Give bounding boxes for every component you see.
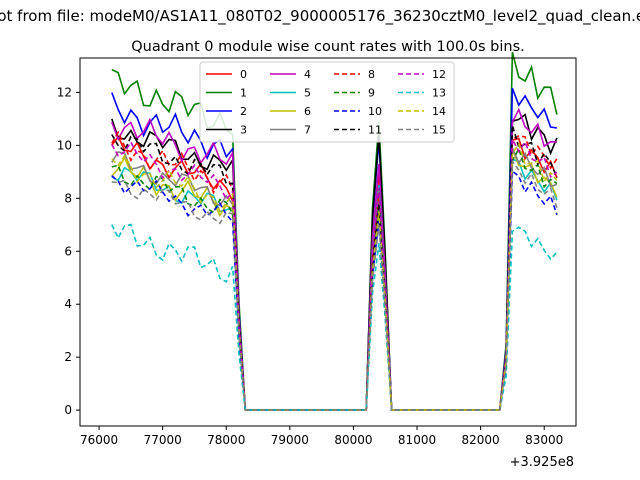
legend-label-0: 0 bbox=[240, 68, 247, 81]
legend-label-4: 4 bbox=[304, 68, 311, 81]
legend-label-8: 8 bbox=[368, 68, 375, 81]
legend-label-10: 10 bbox=[368, 105, 382, 118]
y-tick-label: 0 bbox=[64, 403, 72, 417]
y-tick-label: 12 bbox=[57, 85, 72, 99]
legend-label-7: 7 bbox=[304, 124, 311, 137]
y-tick-label: 6 bbox=[64, 244, 72, 258]
x-tick-label: 77000 bbox=[144, 433, 182, 447]
series-line-6 bbox=[111, 148, 558, 411]
legend-label-2: 2 bbox=[240, 105, 247, 118]
legend-label-12: 12 bbox=[432, 68, 446, 81]
x-tick-label: 78000 bbox=[207, 433, 245, 447]
x-offset-label: +3.925e8 bbox=[510, 455, 574, 470]
legend-label-5: 5 bbox=[304, 87, 311, 100]
x-axis: 76000 77000 78000 79000 80000 81000 82000 83000 bbox=[80, 426, 563, 447]
y-axis: 0 2 4 6 8 10 12 bbox=[57, 85, 80, 417]
x-tick-label: 79000 bbox=[271, 433, 309, 447]
series-line-0 bbox=[111, 135, 558, 411]
y-tick-label: 4 bbox=[64, 297, 72, 311]
x-tick-label: 82000 bbox=[462, 433, 500, 447]
series-line-9 bbox=[111, 146, 558, 411]
series-line-4 bbox=[111, 107, 557, 411]
legend-label-15: 15 bbox=[432, 124, 446, 137]
x-tick-label: 83000 bbox=[525, 433, 563, 447]
x-tick-label: 76000 bbox=[80, 433, 118, 447]
series-line-10 bbox=[111, 169, 558, 411]
legend-label-13: 13 bbox=[432, 87, 446, 100]
legend-label-1: 1 bbox=[240, 87, 247, 100]
y-tick-label: 10 bbox=[57, 138, 72, 152]
legend-label-9: 9 bbox=[368, 87, 375, 100]
series-line-11 bbox=[111, 125, 558, 411]
series-lines bbox=[111, 52, 558, 411]
y-tick-label: 2 bbox=[64, 350, 72, 364]
figure-suptitle: Plot from file: modeM0/AS1A11_080T02_900… bbox=[0, 7, 640, 25]
y-tick-label: 8 bbox=[64, 191, 72, 205]
chart-title: Quadrant 0 module wise count rates with … bbox=[131, 39, 525, 55]
legend-label-11: 11 bbox=[368, 124, 382, 137]
series-line-14 bbox=[111, 142, 558, 411]
axes-frame bbox=[79, 57, 577, 427]
legend-label-3: 3 bbox=[240, 124, 247, 137]
series-line-13 bbox=[111, 223, 558, 411]
x-tick-label: 81000 bbox=[398, 433, 436, 447]
legend-label-14: 14 bbox=[432, 105, 446, 118]
legend-box bbox=[199, 61, 455, 143]
legend-label-6: 6 bbox=[304, 105, 311, 118]
series-line-15 bbox=[111, 159, 558, 411]
x-tick-label: 80000 bbox=[334, 433, 372, 447]
